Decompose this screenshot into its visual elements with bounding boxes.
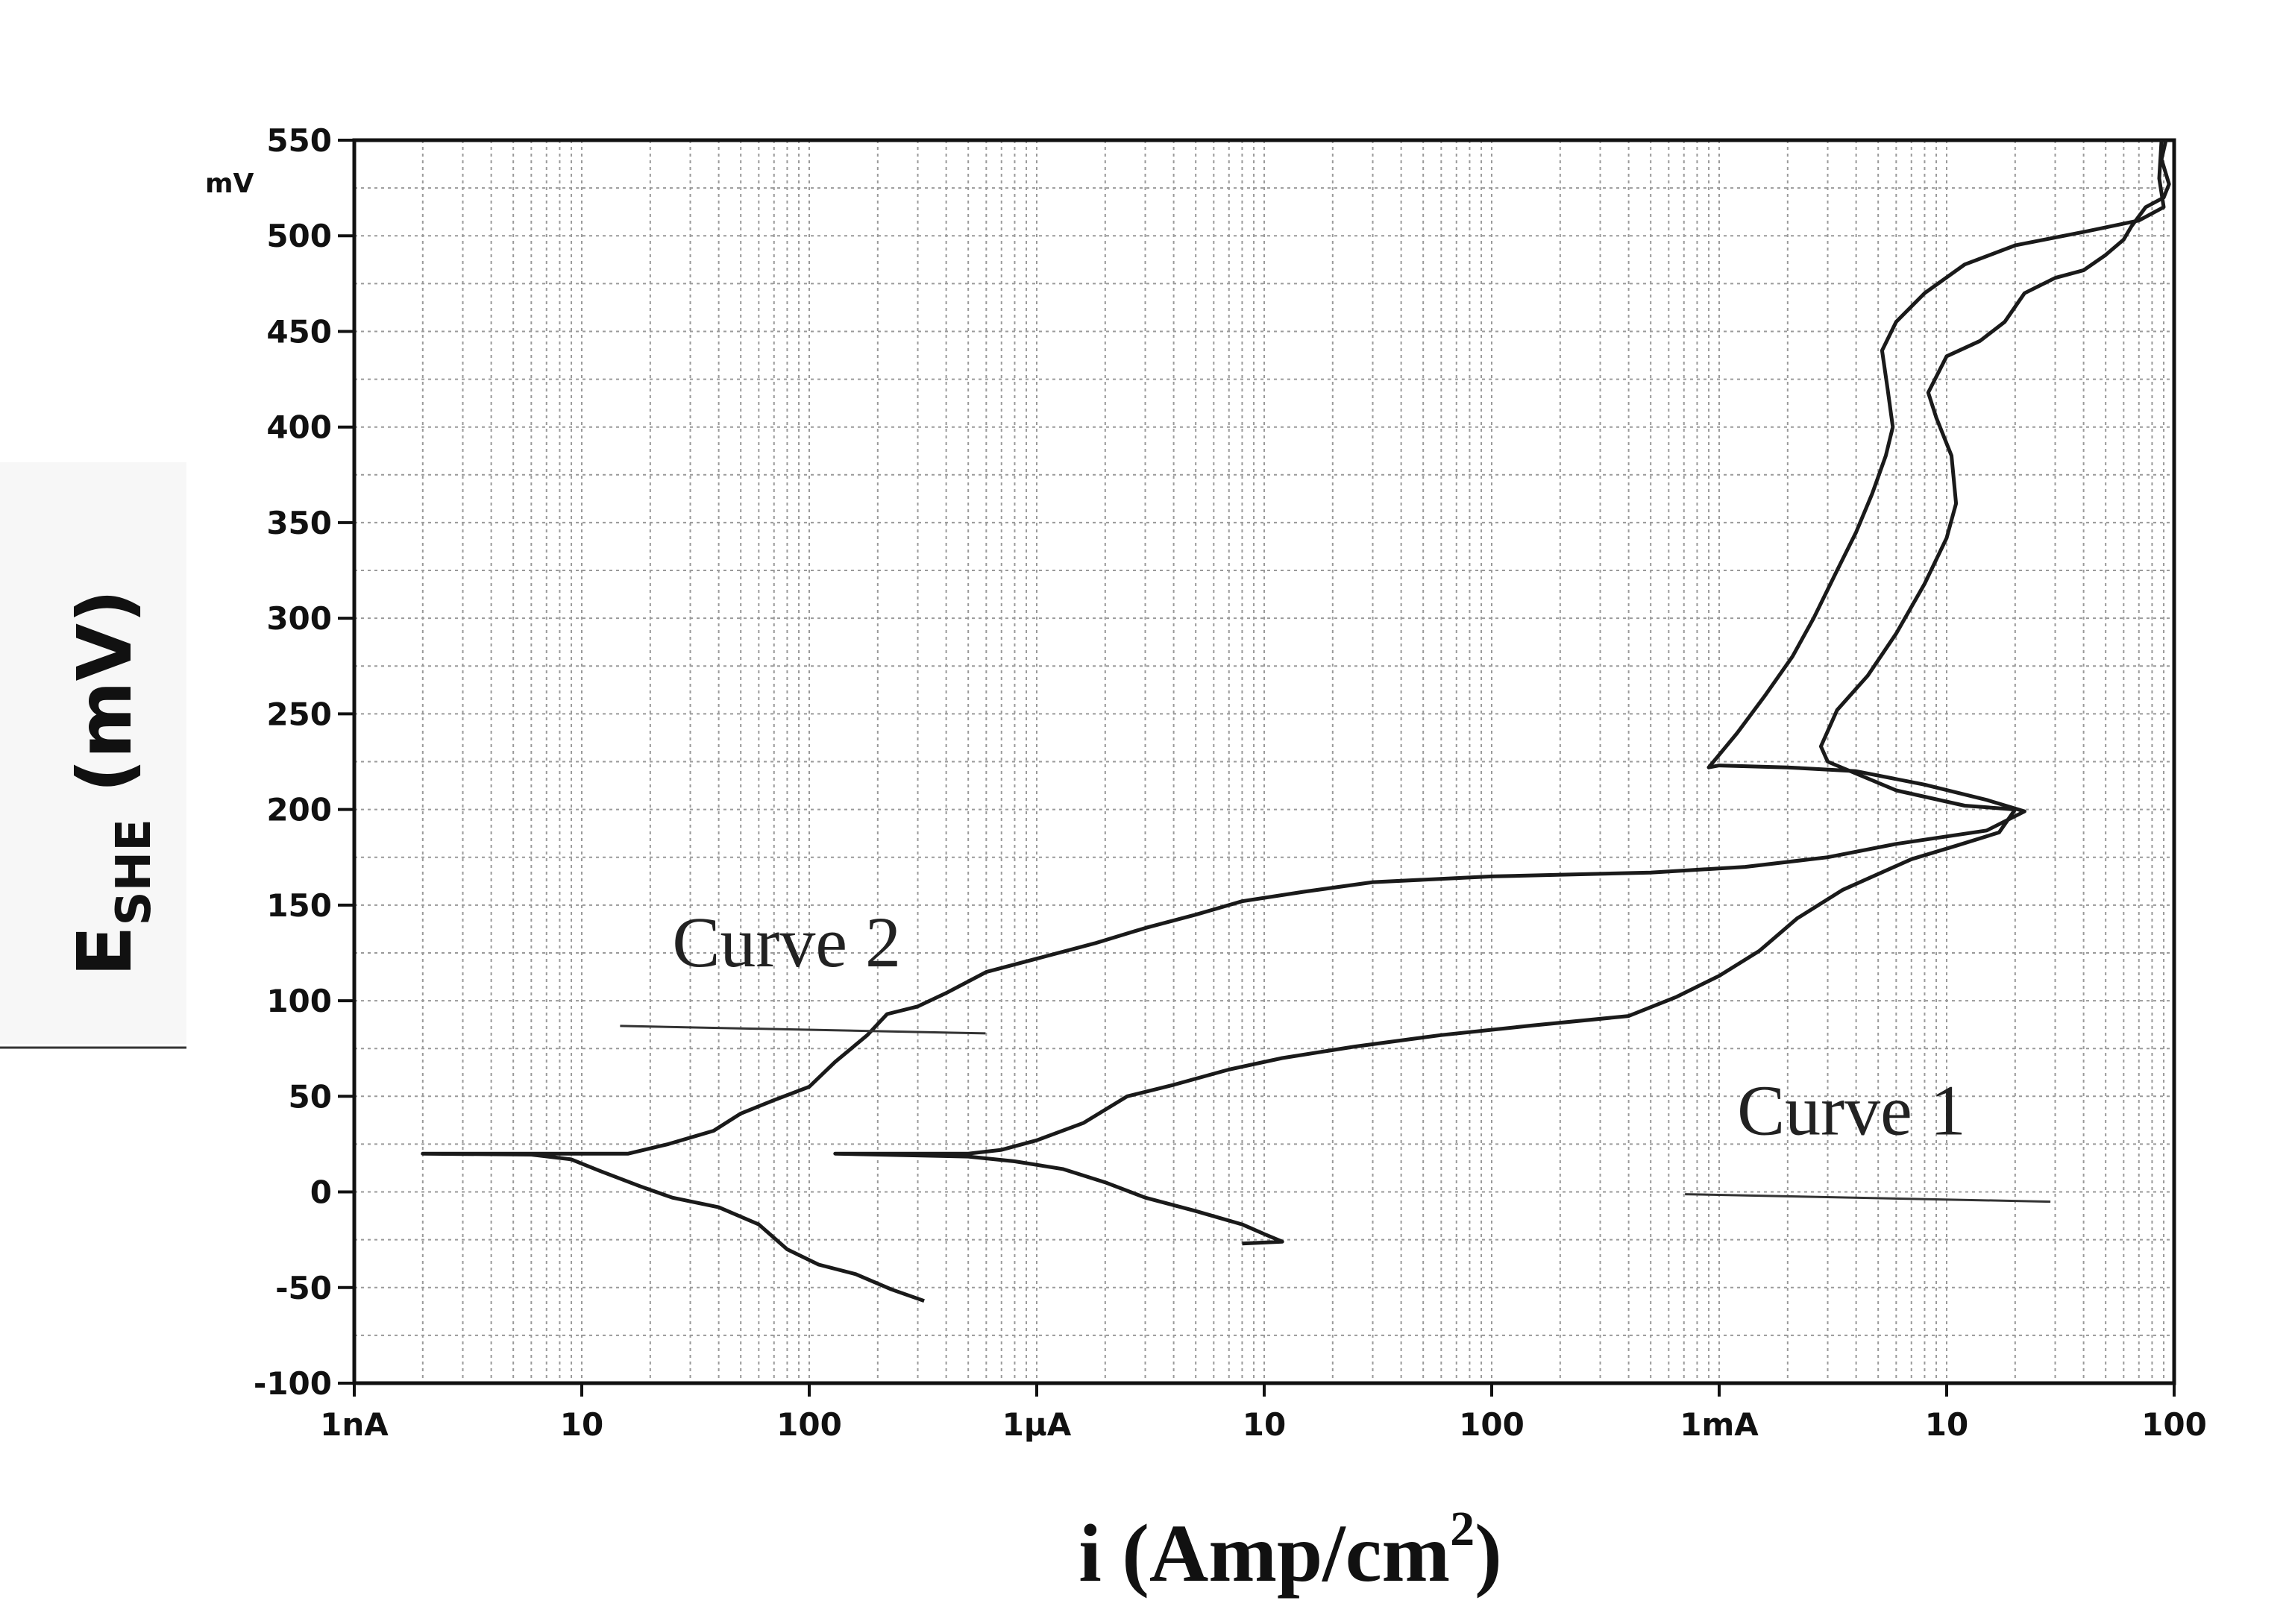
y-tick-label: 200 bbox=[266, 792, 332, 828]
y-axis-label-sub: SHE bbox=[107, 819, 162, 925]
x-axis-label-end: ) bbox=[1475, 1508, 1502, 1599]
x-tick-label: 10 bbox=[560, 1406, 603, 1443]
annotation-label-curve-2: Curve 2 bbox=[672, 902, 901, 982]
y-tick-label: -100 bbox=[254, 1365, 332, 1402]
y-tick-label: 100 bbox=[266, 983, 332, 1019]
x-axis-label: i (Amp/cm2) bbox=[1078, 1502, 1502, 1599]
y-tick-label: 50 bbox=[289, 1078, 332, 1115]
series-lines bbox=[421, 139, 2171, 1303]
y-tick-label: 250 bbox=[266, 696, 332, 732]
y-tick-label: 550 bbox=[266, 122, 332, 159]
grid bbox=[354, 139, 2174, 1384]
x-tick-label: 10 bbox=[1243, 1406, 1286, 1443]
annotations: Curve 2 Curve 1 bbox=[620, 902, 2051, 1203]
y-axis-label-group: ESHE (mV) bbox=[0, 462, 186, 1049]
x-axis-label-sup: 2 bbox=[1450, 1502, 1475, 1556]
x-tick-label: 10 bbox=[1925, 1406, 1968, 1443]
y-tick-label: 400 bbox=[266, 409, 332, 446]
y-unit-label: mV bbox=[205, 169, 254, 199]
axis-ticks: -100 -50 0 50 100 150 200 250 300 350 400 450 500 550… bbox=[254, 122, 2207, 1443]
y-label-box bbox=[0, 462, 186, 1044]
series-line-curve-2 bbox=[421, 139, 2166, 1303]
y-tick-label: 350 bbox=[266, 505, 332, 541]
x-tick-label: 100 bbox=[776, 1406, 842, 1443]
y-axis-label-end: (mV) bbox=[61, 589, 148, 819]
y-tick-label: 150 bbox=[266, 887, 332, 924]
x-tick-label: 1nA bbox=[320, 1406, 389, 1443]
annotation-underline bbox=[1685, 1193, 2051, 1203]
x-tick-label: 100 bbox=[1459, 1406, 1525, 1443]
annotation-label-curve-1: Curve 1 bbox=[1737, 1071, 1966, 1151]
annotation-underline bbox=[620, 1025, 986, 1035]
x-tick-label: 100 bbox=[2141, 1406, 2207, 1443]
y-axis-label-main: E bbox=[61, 925, 148, 976]
y-axis-label: ESHE (mV) bbox=[61, 589, 162, 977]
x-axis-label-main: i (Amp/cm bbox=[1078, 1508, 1450, 1599]
y-tick-label: 0 bbox=[310, 1174, 332, 1211]
y-tick-label: -50 bbox=[275, 1270, 332, 1306]
y-tick-label: 300 bbox=[266, 600, 332, 637]
y-tick-label: 500 bbox=[266, 218, 332, 254]
x-tick-label: 1µA bbox=[1002, 1406, 1072, 1443]
x-tick-label: 1mA bbox=[1680, 1406, 1759, 1443]
series-line-curve-1 bbox=[833, 139, 2171, 1246]
y-tick-label: 450 bbox=[266, 313, 332, 350]
